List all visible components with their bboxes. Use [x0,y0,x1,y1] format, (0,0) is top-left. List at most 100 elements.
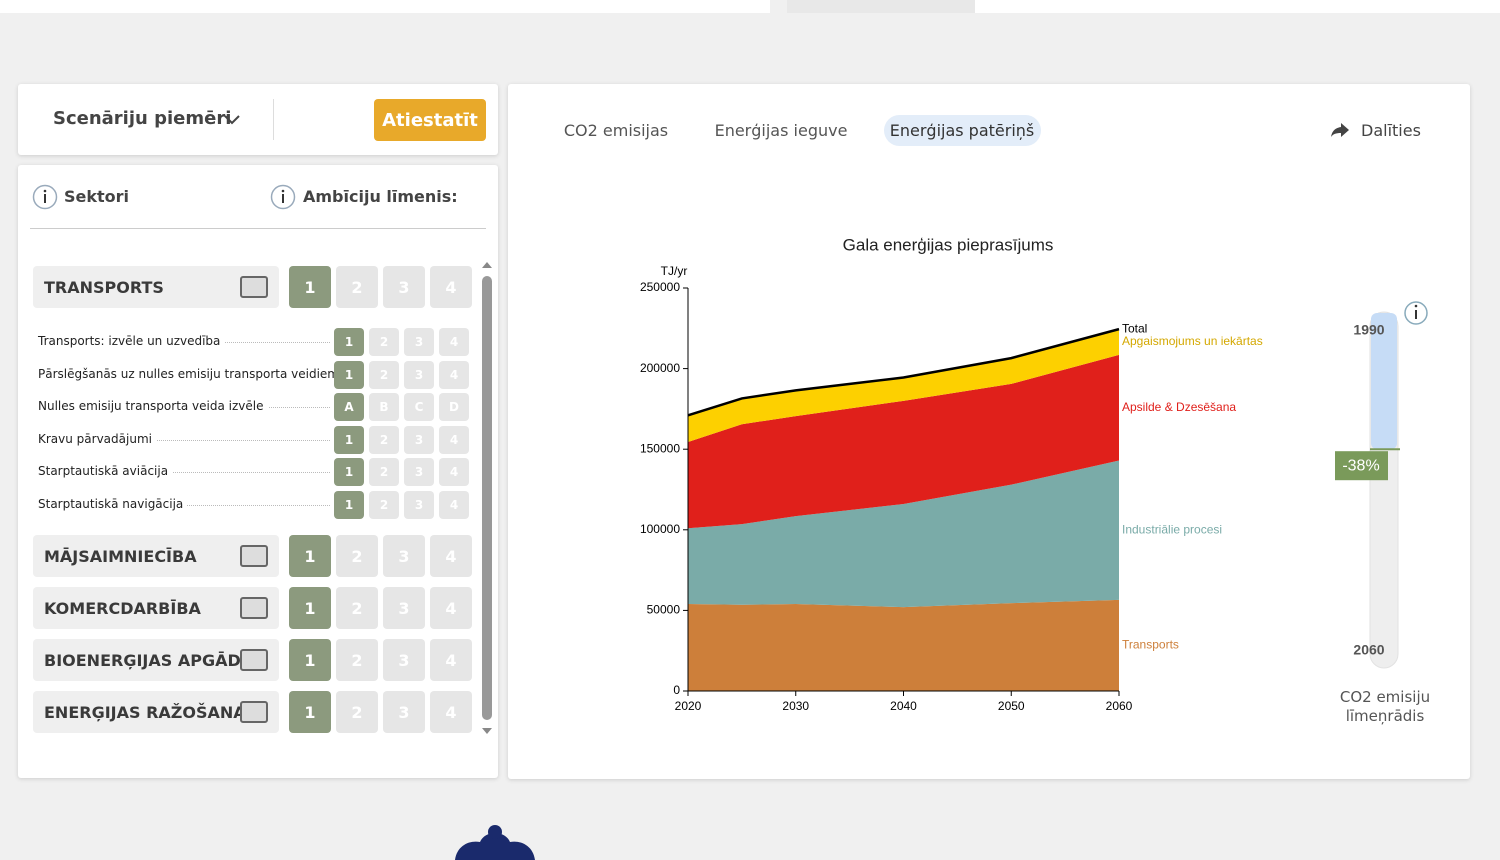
sublevel-button[interactable]: 1 [334,458,364,486]
y-tick-label: 200000 [640,361,680,375]
level-button[interactable]: 1 [289,639,331,681]
level-button[interactable]: 2 [336,266,378,308]
level-button[interactable]: 3 [383,587,425,629]
chart-title: Gala enerģijas pieprasījums [843,235,1054,254]
indicator-caption: CO2 emisiju līmeņrādis [1339,688,1431,725]
subitem-name: Transports: izvēle un uzvedība [38,334,225,348]
sublevel-button[interactable]: 3 [404,360,434,389]
sector-box [33,639,279,681]
info-icon[interactable] [270,184,296,210]
indicator-start: 1990 [1353,322,1384,338]
y-tick-label: 250000 [640,280,680,294]
area [688,460,1119,608]
sublevel-button[interactable]: 3 [404,458,434,486]
crest-logo [455,825,535,860]
level-button[interactable]: 2 [336,535,378,577]
y-tick-label: 150000 [640,441,680,455]
scenario-dropdown[interactable]: Scenāriju piemēri [53,108,232,129]
x-tick-label: 2040 [890,699,917,713]
share-button[interactable]: Dalīties [1361,121,1421,140]
sublevel-button[interactable]: 4 [439,490,469,519]
top-bar [787,0,975,13]
sublevel-button[interactable]: 3 [404,425,434,454]
level-button[interactable]: 4 [430,587,472,629]
sublevel-button[interactable]: 2 [369,458,399,486]
area [688,329,1119,442]
level-button[interactable]: 4 [430,266,472,308]
sublevel-button[interactable]: 1 [334,490,364,519]
subitem-name: Starptautiskā aviācija [38,464,173,478]
sublevel-button[interactable]: 2 [369,360,399,389]
series-label: Total [1122,321,1147,335]
series-label: Industriālie procesi [1122,522,1222,536]
tab[interactable]: Enerģijas ieguve [714,121,848,140]
x-tick-label: 2050 [998,699,1025,713]
sublevel-button[interactable]: 4 [439,425,469,454]
level-button[interactable]: 2 [336,691,378,733]
indicator-badge [1335,451,1388,481]
x-tick-label: 2060 [1106,699,1133,713]
level-button[interactable]: 3 [383,266,425,308]
sublevel-button[interactable]: C [404,393,434,421]
reset-button[interactable]: Atiestatīt [374,99,486,141]
total-line [687,327,1120,417]
x-tick-label: 2020 [675,699,702,713]
level-button[interactable]: 2 [336,587,378,629]
scrollbar[interactable] [480,261,494,735]
level-button[interactable]: 4 [430,691,472,733]
sector-icon [240,597,268,619]
chevron [224,115,240,125]
subitem-leader [40,439,330,441]
level-button[interactable]: 3 [383,691,425,733]
sectors-label: Sektori [64,187,130,206]
sublevel-button[interactable]: 3 [404,490,434,519]
level-button[interactable]: 1 [289,587,331,629]
sublevel-button[interactable]: B [369,393,399,421]
sublevel-button[interactable]: 2 [369,328,399,356]
level-button[interactable]: 1 [289,691,331,733]
sublevel-button[interactable]: 3 [404,328,434,356]
sector-box [33,266,279,308]
subitem-name: Nulles emisiju transporta veida izvēle [38,399,268,413]
level-button[interactable]: 4 [430,535,472,577]
indicator-value: -38% [1342,457,1379,474]
y-axis-label: TJ/yr [661,264,688,278]
sublevel-button[interactable]: 2 [369,490,399,519]
y-tick-label: 0 [673,683,680,697]
level-button[interactable]: 1 [289,535,331,577]
subitem-leader [40,472,330,473]
subitem-name: Starptautiskā navigācija [38,496,188,511]
x-tick-label: 2030 [782,699,809,713]
indicator-end: 2060 [1353,642,1384,658]
sublevel-button[interactable]: 2 [369,425,399,454]
sublevel-button[interactable]: 1 [334,328,364,356]
sector-icon [240,701,268,723]
level-button[interactable]: 3 [383,639,425,681]
info-icon-dot [1414,304,1418,308]
ambition-label: Ambīciju līmenis: [303,187,458,206]
sector-box [33,535,279,577]
share-icon [1331,123,1349,137]
area [688,354,1119,529]
sublevel-button[interactable]: D [439,393,469,421]
level-button[interactable]: 1 [289,266,331,308]
sublevel-button[interactable]: 1 [334,360,364,389]
tab[interactable]: Enerģijas patēriņš [889,121,1035,140]
sector-name: BIOENERĢIJAS APGĀDE [44,651,252,670]
tab[interactable]: CO2 emisijas [563,121,669,140]
level-button[interactable]: 2 [336,639,378,681]
sector-box [33,691,279,733]
level-button[interactable]: 3 [383,535,425,577]
sublevel-button[interactable]: 4 [439,458,469,486]
sector-name: ENERĢIJAS RAŽOŠANA [44,703,246,722]
sector-name: TRANSPORTS [44,278,164,297]
sublevel-button[interactable]: 4 [439,328,469,356]
sector-icon [240,276,268,298]
divider [273,99,274,140]
sublevel-button[interactable]: 4 [439,360,469,389]
sublevel-button[interactable]: A [334,393,364,421]
sublevel-button[interactable]: 1 [334,425,364,454]
info-icon[interactable] [32,184,58,210]
level-button[interactable]: 4 [430,639,472,681]
